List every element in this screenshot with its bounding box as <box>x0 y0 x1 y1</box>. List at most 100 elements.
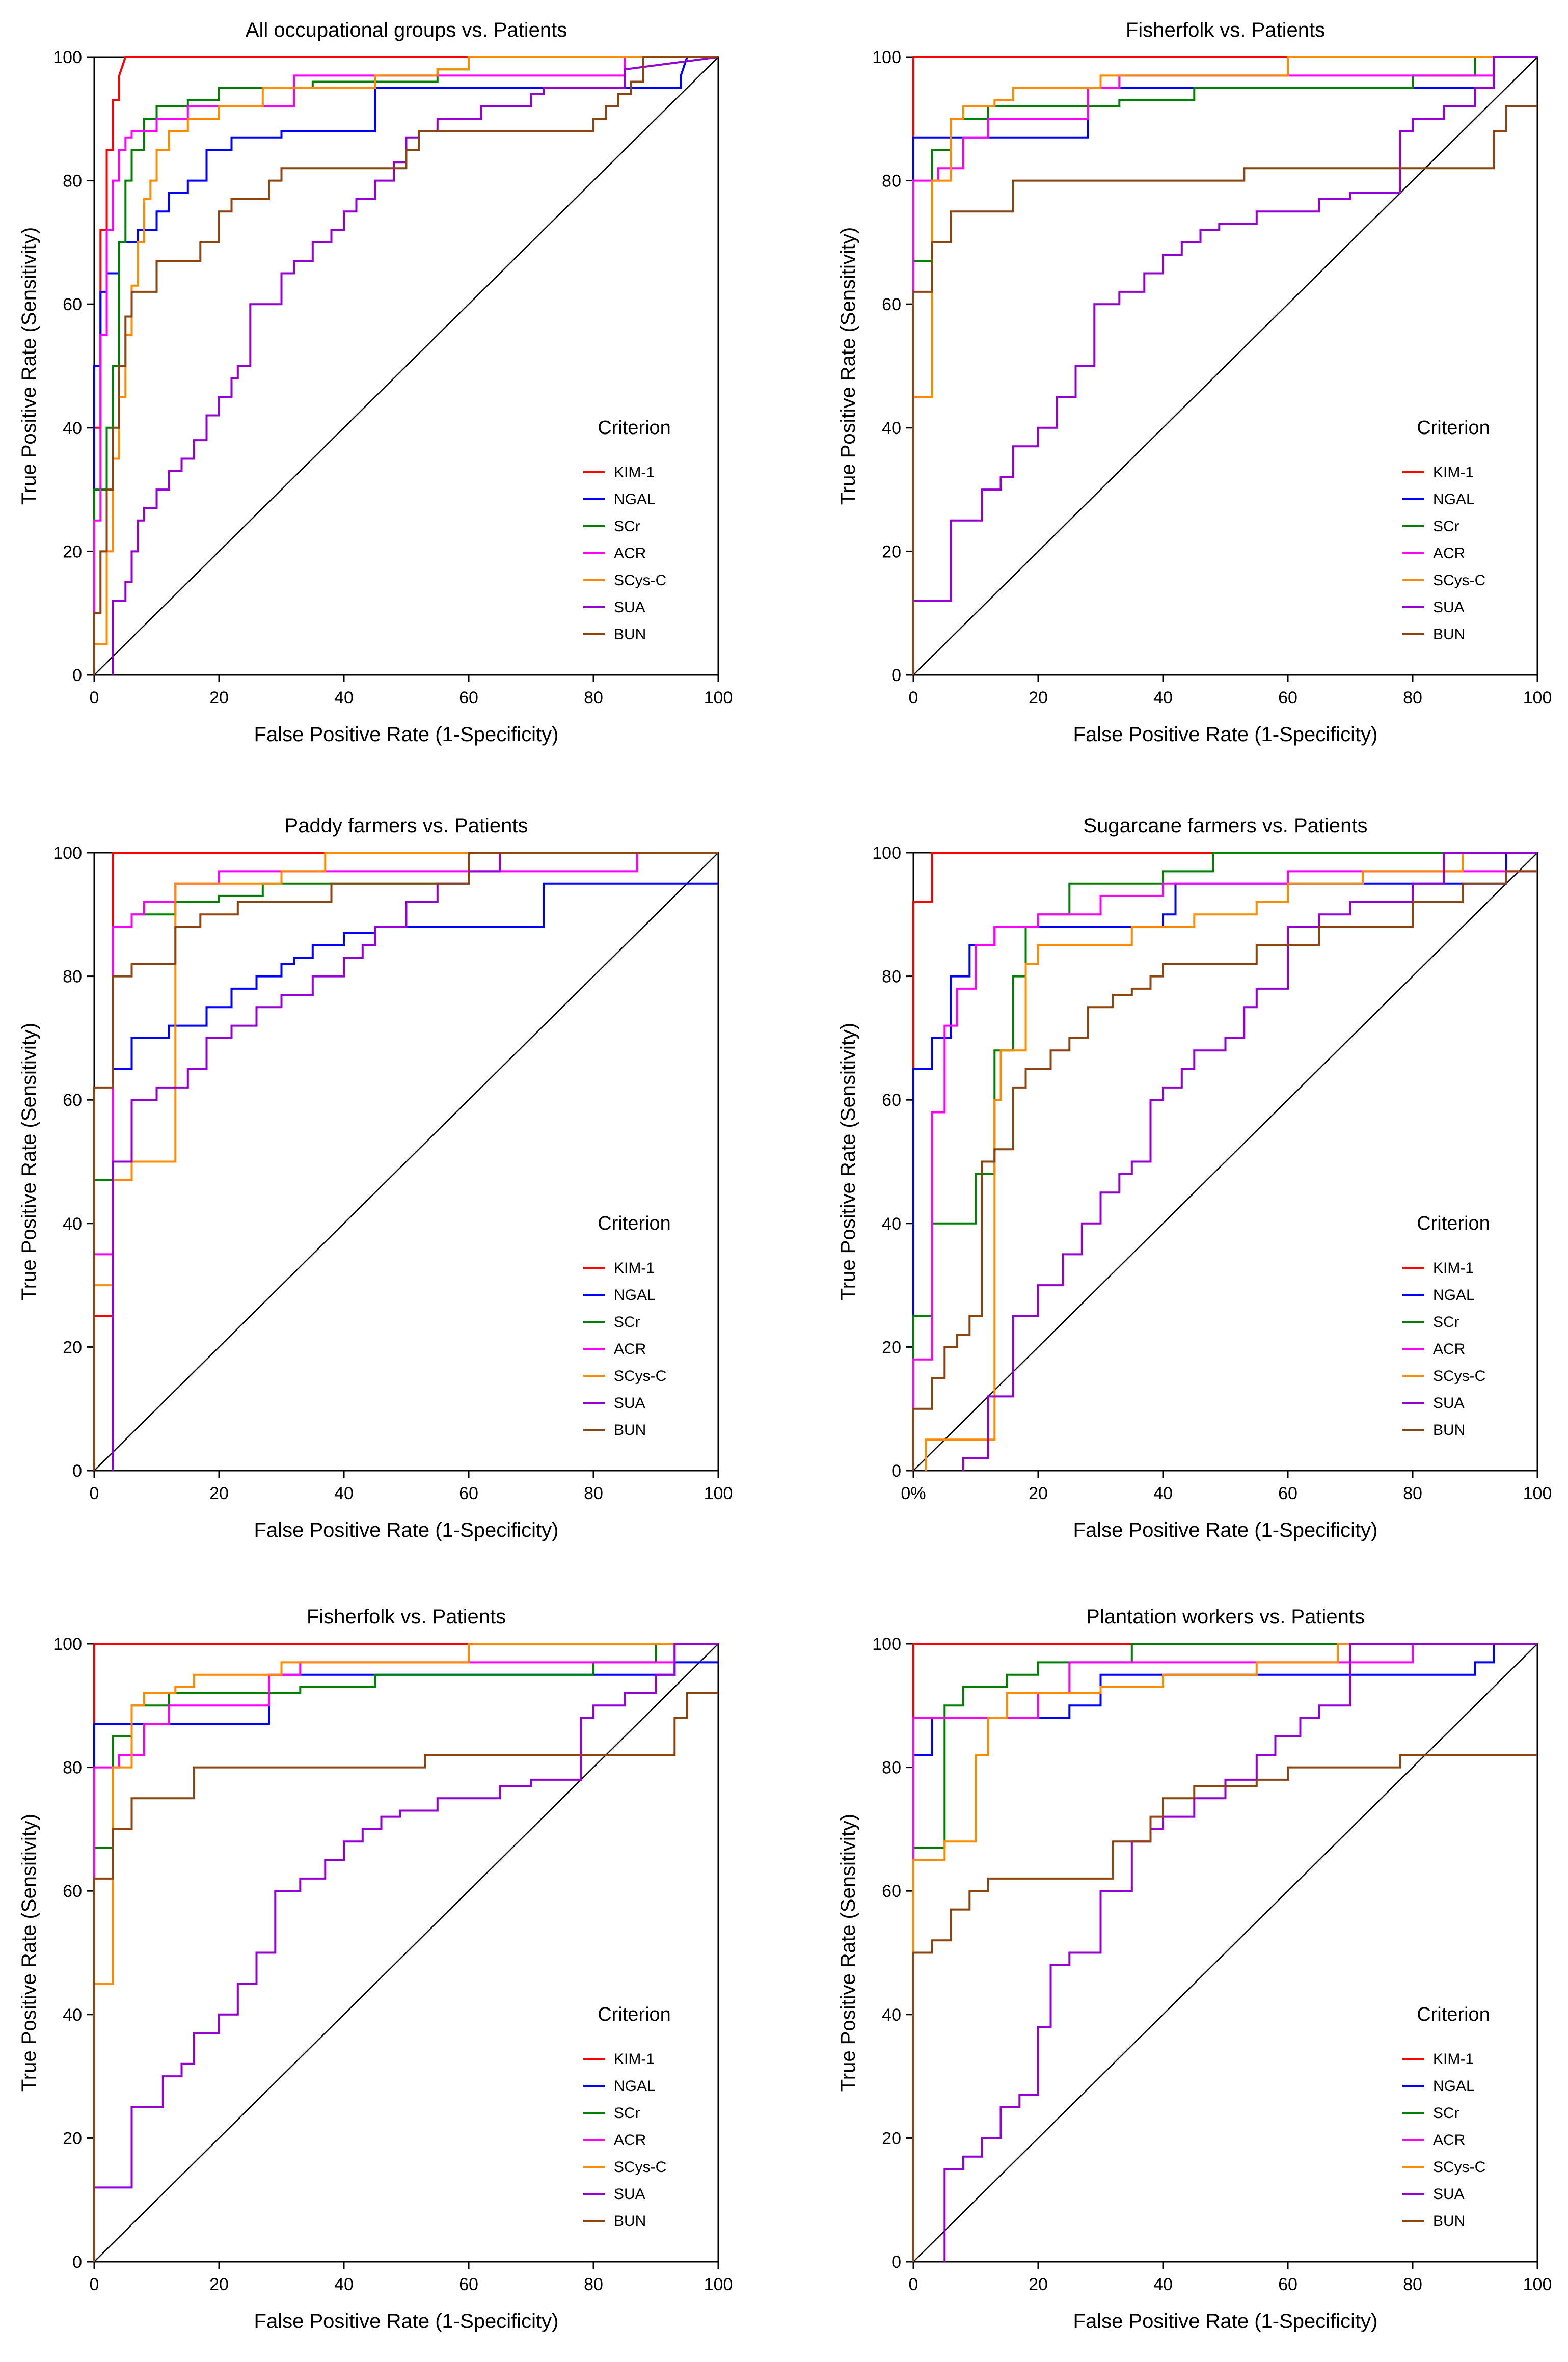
legend-label: BUN <box>1433 2213 1465 2230</box>
y-tick-label: 20 <box>63 1338 82 1357</box>
legend-label: BUN <box>1433 1422 1465 1438</box>
legend-label: SCys-C <box>1433 1368 1485 1384</box>
legend: Criterion KIM-1 NGAL SCr ACR SCys-C SUA BUN <box>583 1213 671 1438</box>
roc-curve-sua <box>912 56 1537 675</box>
legend-label: SCr <box>614 1314 640 1331</box>
x-tick-label: 40 <box>1153 2275 1173 2294</box>
x-axis-label: False Positive Rate (1-Specificity) <box>254 2310 559 2332</box>
x-tick-label: 0 <box>909 2275 918 2294</box>
y-tick-label: 0 <box>72 666 82 685</box>
legend-label: SUA <box>1433 2186 1465 2203</box>
legend-label: NGAL <box>614 1287 656 1304</box>
roc-curve-sua <box>962 852 1537 1471</box>
roc-curve-scr <box>93 56 718 675</box>
y-tick-label: 100 <box>53 844 82 863</box>
legend-label: ACR <box>1433 545 1465 562</box>
y-tick-label: 40 <box>63 2005 82 2025</box>
x-axis-label: False Positive Rate (1-Specificity) <box>254 1519 559 1541</box>
legend-label: ACR <box>614 1341 646 1358</box>
y-tick-label: 60 <box>882 1091 901 1110</box>
y-tick-label: 60 <box>63 295 82 314</box>
chart-title: Paddy farmers vs. Patients <box>285 815 528 837</box>
legend-label: KIM-1 <box>614 464 655 481</box>
legend-label: SCr <box>614 2105 640 2122</box>
x-tick-label: 80 <box>1403 1484 1422 1503</box>
legend: Criterion KIM-1 NGAL SCr ACR SCys-C SUA BUN <box>583 2004 671 2230</box>
y-tick-label: 20 <box>882 542 901 561</box>
legend-label: SUA <box>1433 599 1465 616</box>
y-tick-label: 20 <box>882 2129 901 2148</box>
roc-panel-3: Paddy farmers vs. Patients 0 20 40 60 80 100 0 2… <box>18 815 733 1541</box>
y-tick-label: 40 <box>63 419 82 438</box>
y-tick-label: 100 <box>872 1635 901 1654</box>
x-tick-label: 40 <box>334 1484 354 1503</box>
x-tick-label: 100 <box>704 1484 733 1503</box>
y-tick-label: 0 <box>891 1461 901 1481</box>
x-tick-label: 20 <box>209 1484 229 1503</box>
roc-curve-bun <box>912 1754 1537 2262</box>
roc-panel-1: All occupational groups vs. Patients 0 20 4… <box>18 19 733 746</box>
x-tick-label: 40 <box>334 2275 354 2294</box>
legend-label: NGAL <box>614 2078 656 2095</box>
roc-curve-scys-c <box>93 56 718 675</box>
y-tick-label: 60 <box>63 1882 82 1901</box>
legend-label: SCys-C <box>614 2159 666 2176</box>
x-tick-label: 60 <box>1278 688 1297 708</box>
y-tick-label: 20 <box>63 2129 82 2148</box>
reference-diagonal <box>913 1643 1538 2262</box>
y-tick-label: 60 <box>63 1091 82 1110</box>
x-axis-label: False Positive Rate (1-Specificity) <box>1073 723 1378 746</box>
y-axis-label: True Positive Rate (Sensitivity) <box>18 227 40 505</box>
x-tick-label: 40 <box>334 688 354 708</box>
legend-label: SUA <box>614 2186 645 2203</box>
legend-label: BUN <box>614 2213 646 2230</box>
x-tick-label: 0 <box>909 688 918 708</box>
y-tick-label: 80 <box>882 172 901 191</box>
legend-label: SCr <box>614 518 640 535</box>
roc-curve-bun <box>912 105 1537 675</box>
y-tick-label: 100 <box>872 48 901 67</box>
x-tick-label: 60 <box>1278 2275 1297 2294</box>
legend-label: ACR <box>614 2132 646 2149</box>
roc-curve-bun <box>93 56 718 675</box>
legend-label: ACR <box>1433 2132 1465 2149</box>
y-axis-label: True Positive Rate (Sensitivity) <box>837 1814 859 2092</box>
reference-diagonal <box>94 57 719 675</box>
legend-label: BUN <box>1433 626 1465 643</box>
legend-title: Criterion <box>598 1213 671 1234</box>
legend-title: Criterion <box>598 417 671 439</box>
legend: Criterion KIM-1 NGAL SCr ACR SCys-C SUA BUN <box>1402 417 1490 643</box>
y-tick-label: 0 <box>891 666 901 685</box>
legend-label: KIM-1 <box>1433 2051 1474 2068</box>
y-tick-label: 40 <box>882 419 901 438</box>
chart-title: Sugarcane farmers vs. Patients <box>1083 815 1367 837</box>
roc-curve-scr <box>912 852 1537 1471</box>
legend-label: BUN <box>614 1422 646 1438</box>
x-tick-label: 100 <box>1523 688 1552 708</box>
legend-title: Criterion <box>1417 1213 1490 1234</box>
x-tick-label: 60 <box>1278 1484 1297 1503</box>
y-tick-label: 80 <box>63 967 82 987</box>
legend-label: SCr <box>1433 2105 1459 2122</box>
y-tick-label: 0 <box>72 1461 82 1481</box>
y-tick-label: 60 <box>882 295 901 314</box>
legend-label: KIM-1 <box>614 1260 655 1277</box>
roc-panel-2: Fisherfolk vs. Patients 0 20 40 60 80 100 0 20 40… <box>837 19 1552 746</box>
x-axis-label: False Positive Rate (1-Specificity) <box>1073 2310 1378 2332</box>
roc-curve-acr <box>912 870 1537 1471</box>
y-tick-label: 0 <box>72 2252 82 2272</box>
roc-curve-acr <box>93 56 718 675</box>
reference-diagonal <box>94 852 719 1471</box>
x-tick-label: 60 <box>459 688 478 708</box>
x-tick-label: 20 <box>1029 688 1048 708</box>
legend-label: KIM-1 <box>1433 464 1474 481</box>
roc-curve-sua <box>112 56 719 675</box>
legend-label: NGAL <box>1433 1287 1475 1304</box>
legend-label: SCys-C <box>1433 2159 1485 2176</box>
x-tick-label: 40 <box>1153 1484 1173 1503</box>
legend-label: SCys-C <box>614 1368 666 1384</box>
roc-curve-kim-1 <box>93 56 718 675</box>
x-tick-label: 100 <box>704 688 733 708</box>
chart-title: Plantation workers vs. Patients <box>1086 1606 1365 1628</box>
y-axis-label: True Positive Rate (Sensitivity) <box>18 1814 40 2092</box>
